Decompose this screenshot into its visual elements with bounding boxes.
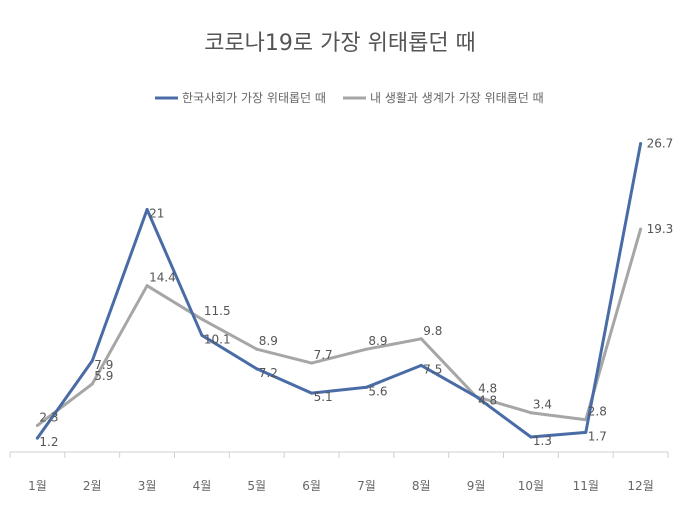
data-label-series-1: 4.8 bbox=[478, 394, 497, 408]
x-tick-label: 10월 bbox=[518, 479, 544, 493]
x-tick-label: 7월 bbox=[357, 479, 376, 493]
data-label-series-2: 9.8 bbox=[423, 324, 442, 338]
data-label-series-1: 21 bbox=[149, 206, 164, 220]
data-point-series-2 bbox=[35, 423, 39, 427]
data-label-series-1: 7.2 bbox=[259, 366, 278, 380]
data-label-series-1: 5.1 bbox=[314, 390, 333, 404]
legend-label-series-2: 내 생활과 생계가 가장 위태롭던 때 bbox=[370, 91, 544, 105]
data-label-series-2: 4.8 bbox=[478, 382, 497, 396]
x-tick-label: 12월 bbox=[627, 479, 653, 493]
data-point-series-2 bbox=[639, 227, 643, 231]
data-label-series-2: 2.3 bbox=[39, 410, 58, 424]
chart-title: 코로나19로 가장 위태롭던 때 bbox=[204, 31, 476, 56]
data-label-series-2: 5.9 bbox=[94, 369, 113, 383]
data-label-series-2: 19.3 bbox=[647, 222, 674, 236]
data-point-series-1 bbox=[310, 391, 314, 395]
x-tick-labels: 1월 2월 3월 4월 5월 6월 7월 8월 9월 10월 11월 12월 bbox=[28, 479, 654, 493]
data-point-series-1 bbox=[255, 367, 259, 371]
data-point-series-1 bbox=[639, 142, 643, 146]
data-point-series-2 bbox=[145, 284, 149, 288]
data-label-series-1: 26.7 bbox=[647, 137, 674, 151]
data-point-series-1 bbox=[35, 436, 39, 440]
x-tick-label: 3월 bbox=[138, 479, 157, 493]
x-tick-label: 2월 bbox=[83, 479, 102, 493]
data-point-series-1 bbox=[90, 359, 94, 363]
data-point-series-1 bbox=[584, 430, 588, 434]
data-point-series-1 bbox=[364, 385, 368, 389]
data-point-series-2 bbox=[529, 411, 533, 415]
data-label-series-2: 11.5 bbox=[204, 304, 231, 318]
data-point-series-2 bbox=[255, 347, 259, 351]
data-point-series-2 bbox=[364, 347, 368, 351]
data-label-series-1: 1.7 bbox=[588, 429, 607, 443]
legend-item-series-1: 한국사회가 가장 위태롭던 때 bbox=[155, 91, 326, 105]
x-tick-label: 6월 bbox=[302, 479, 321, 493]
data-label-series-1: 7.9 bbox=[94, 358, 113, 372]
x-tick-label: 11월 bbox=[573, 479, 599, 493]
series-line-1 bbox=[35, 142, 643, 440]
data-label-series-1: 1.3 bbox=[533, 434, 552, 448]
data-point-series-2 bbox=[584, 418, 588, 422]
data-point-series-1 bbox=[474, 395, 478, 399]
data-label-series-1: 10.1 bbox=[204, 332, 231, 346]
legend: 한국사회가 가장 위태롭던 때 내 생활과 생계가 가장 위태롭던 때 bbox=[155, 91, 544, 105]
data-label-series-1: 5.6 bbox=[368, 384, 387, 398]
data-labels: 1.2 7.9 21 10.1 7.2 5.1 5.6 7.5 4.8 1.3 1.7 26.7 2.3… bbox=[39, 137, 673, 450]
series-line-2 bbox=[35, 227, 643, 427]
data-label-series-1: 7.5 bbox=[423, 362, 442, 376]
data-point-series-2 bbox=[310, 361, 314, 365]
x-tick-label: 5월 bbox=[247, 479, 266, 493]
x-tick-label: 1월 bbox=[28, 479, 47, 493]
data-label-series-2: 8.9 bbox=[259, 334, 278, 348]
data-label-series-2: 8.9 bbox=[368, 334, 387, 348]
x-tick-label: 9월 bbox=[467, 479, 486, 493]
data-point-series-2 bbox=[200, 317, 204, 321]
data-point-series-1 bbox=[529, 435, 533, 439]
data-label-series-2: 14.4 bbox=[149, 271, 176, 285]
data-label-series-2: 2.8 bbox=[588, 405, 607, 419]
data-label-series-1: 1.2 bbox=[39, 435, 58, 449]
data-point-series-1 bbox=[200, 333, 204, 337]
x-tick-marks bbox=[9, 452, 669, 458]
x-tick-label: 4월 bbox=[193, 479, 212, 493]
x-tick-label: 8월 bbox=[412, 479, 431, 493]
data-label-series-2: 3.4 bbox=[533, 398, 552, 412]
data-point-series-1 bbox=[145, 207, 149, 211]
data-point-series-2 bbox=[90, 382, 94, 386]
data-point-series-1 bbox=[419, 363, 423, 367]
legend-item-series-2: 내 생활과 생계가 가장 위태롭던 때 bbox=[343, 91, 544, 105]
data-label-series-2: 7.7 bbox=[314, 348, 333, 362]
series-layer bbox=[35, 142, 643, 440]
data-point-series-2 bbox=[419, 337, 423, 341]
legend-label-series-1: 한국사회가 가장 위태롭던 때 bbox=[182, 91, 326, 105]
